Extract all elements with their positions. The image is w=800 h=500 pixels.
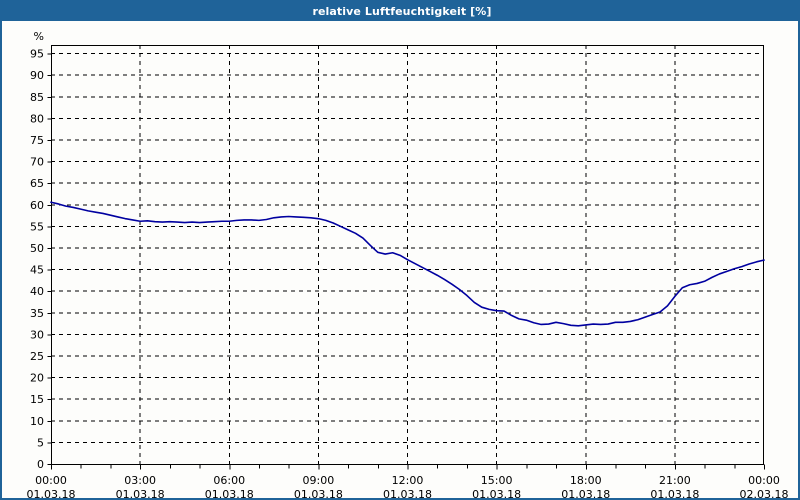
series-polyline — [50, 201, 765, 327]
chart-ticks — [47, 53, 765, 470]
y-tick-label: 10 — [30, 415, 44, 428]
x-tick-time-label: 15:00 — [481, 474, 513, 487]
x-tick-time-label: 21:00 — [659, 474, 691, 487]
chart-gridlines — [51, 45, 764, 464]
x-tick-date-label: 02.03.18 — [740, 488, 789, 498]
y-tick-label: 45 — [30, 264, 44, 277]
y-tick-label: 80 — [30, 112, 44, 125]
x-tick-date-label: 01.03.18 — [294, 488, 343, 498]
x-tick-time-label: 00:00 — [748, 474, 780, 487]
humidity-line-chart: 0 5 10 15 20 25 30 35 40 45 50 55 60 65 70 75 80 85 90 95 0… — [27, 30, 789, 498]
x-tick-date-label: 01.03.18 — [205, 488, 254, 498]
y-tick-label: 60 — [30, 199, 44, 212]
y-tick-label: 95 — [30, 48, 44, 61]
y-tick-label: 75 — [30, 134, 44, 147]
window-title: relative Luftfeuchtigkeit [%] — [312, 5, 492, 18]
x-tick-date-label: 01.03.18 — [383, 488, 432, 498]
y-tick-label: 5 — [37, 436, 44, 449]
chart-axes — [51, 45, 764, 465]
y-tick-label: 85 — [30, 91, 44, 104]
x-tick-time-label: 06:00 — [213, 474, 245, 487]
window-titlebar: relative Luftfeuchtigkeit [%] — [2, 2, 798, 21]
y-tick-label: 65 — [30, 177, 44, 190]
x-tick-time-label: 18:00 — [570, 474, 602, 487]
y-tick-label: 20 — [30, 372, 44, 385]
data-series-line — [50, 201, 765, 327]
y-tick-label: 35 — [30, 307, 44, 320]
x-tick-date-label: 01.03.18 — [650, 488, 699, 498]
y-tick-label: 0 — [37, 458, 44, 471]
y-tick-label: 15 — [30, 393, 44, 406]
y-tick-label: 40 — [30, 285, 44, 298]
x-tick-date-label: 01.03.18 — [27, 488, 76, 498]
y-tick-label: 70 — [30, 156, 44, 169]
x-tick-time-label: 03:00 — [124, 474, 156, 487]
x-tick-time-label: 00:00 — [35, 474, 67, 487]
y-tick-label: 25 — [30, 350, 44, 363]
y-tick-label: 30 — [30, 328, 44, 341]
y-tick-label: 90 — [30, 69, 44, 82]
x-tick-date-label: 01.03.18 — [561, 488, 610, 498]
x-tick-time-label: 12:00 — [392, 474, 424, 487]
y-axis-tick-labels: 0 5 10 15 20 25 30 35 40 45 50 55 60 65 70 75 80 85 90 95 — [30, 48, 44, 471]
y-tick-label: 50 — [30, 242, 44, 255]
chart-canvas: 0 5 10 15 20 25 30 35 40 45 50 55 60 65 70 75 80 85 90 95 0… — [2, 21, 798, 498]
x-tick-date-label: 01.03.18 — [472, 488, 521, 498]
y-axis-unit-label: % — [34, 30, 44, 43]
y-tick-label: 55 — [30, 220, 44, 233]
y-axis-unit-label: % — [34, 30, 44, 43]
x-tick-date-label: 01.03.18 — [116, 488, 165, 498]
x-axis-tick-labels: 00:0001.03.1803:0001.03.1806:0001.03.180… — [27, 474, 789, 498]
x-tick-time-label: 09:00 — [303, 474, 335, 487]
